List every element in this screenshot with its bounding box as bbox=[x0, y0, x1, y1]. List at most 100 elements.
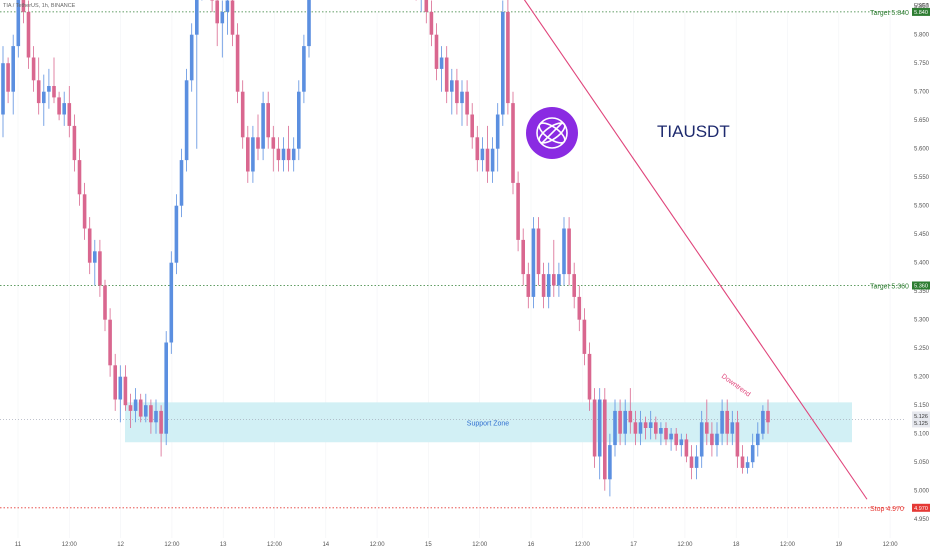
candle-body bbox=[113, 365, 117, 400]
candle bbox=[536, 217, 541, 286]
candle-body bbox=[495, 114, 500, 149]
candle bbox=[82, 182, 87, 240]
candle bbox=[618, 399, 622, 446]
price-tag-bg bbox=[912, 281, 930, 290]
downtrend-label: Downtrend bbox=[720, 373, 752, 399]
candle-body bbox=[439, 57, 444, 69]
candle-body bbox=[460, 91, 464, 104]
candle bbox=[562, 217, 566, 286]
candle bbox=[623, 399, 627, 446]
candle bbox=[511, 91, 515, 195]
candle-body bbox=[511, 103, 515, 183]
currency-label: USDT bbox=[914, 3, 930, 9]
candle bbox=[715, 422, 719, 457]
candle-body bbox=[541, 274, 546, 297]
candle-body bbox=[562, 228, 566, 275]
candle-body bbox=[57, 97, 61, 115]
candle bbox=[684, 433, 689, 463]
candle-body bbox=[52, 86, 56, 98]
candle-body bbox=[169, 262, 174, 343]
candle bbox=[766, 399, 770, 434]
candle-body bbox=[251, 137, 255, 172]
candle bbox=[6, 57, 10, 104]
candle bbox=[455, 68, 459, 115]
candle-body bbox=[6, 63, 10, 92]
y-tick-label: 5.550 bbox=[914, 175, 930, 181]
candle bbox=[582, 308, 587, 366]
candle bbox=[541, 262, 546, 309]
candle bbox=[235, 23, 240, 104]
candle-body bbox=[82, 194, 87, 229]
candle bbox=[291, 137, 296, 172]
y-tick-label: 5.350 bbox=[914, 289, 930, 295]
y-tick-label: 5.150 bbox=[914, 403, 930, 409]
candle-body bbox=[450, 80, 454, 92]
candle-body bbox=[302, 46, 306, 92]
candle bbox=[26, 0, 31, 69]
candle-body bbox=[42, 91, 46, 104]
candle bbox=[679, 433, 684, 457]
candle-body bbox=[159, 410, 163, 434]
candle bbox=[439, 46, 444, 92]
candle bbox=[164, 331, 168, 446]
level-label: Stop 4.970 bbox=[870, 506, 904, 513]
candle-body bbox=[577, 296, 582, 320]
candle bbox=[52, 57, 56, 104]
candle bbox=[47, 68, 51, 109]
x-tick-label: 18 bbox=[733, 542, 740, 548]
candle bbox=[603, 388, 607, 491]
candle-body bbox=[664, 428, 668, 440]
chart-title: TIAUSDT bbox=[657, 122, 730, 141]
y-axis: 6.4006.3506.3006.2506.2006.1506.1006.050… bbox=[914, 4, 930, 523]
candle bbox=[149, 399, 153, 434]
candle bbox=[648, 410, 653, 440]
candle-body bbox=[184, 80, 189, 161]
candle-body bbox=[465, 91, 469, 115]
candle-body bbox=[67, 103, 72, 126]
candle-body bbox=[215, 0, 219, 24]
y-tick-label: 5.450 bbox=[914, 232, 930, 238]
candle bbox=[480, 137, 485, 172]
support-zone-label: Support Zone bbox=[467, 420, 510, 427]
candle bbox=[215, 0, 219, 47]
candle-body bbox=[684, 439, 689, 457]
candle bbox=[144, 393, 148, 423]
candle bbox=[276, 137, 281, 172]
y-tick-label: 5.050 bbox=[914, 460, 930, 466]
candle bbox=[577, 285, 582, 332]
candle-body bbox=[720, 410, 724, 434]
y-tick-label: 5.850 bbox=[914, 4, 930, 10]
x-tick-label: 12:00 bbox=[267, 542, 283, 548]
candle-body bbox=[123, 376, 128, 406]
candle bbox=[271, 125, 276, 172]
current-price-tag-bg bbox=[912, 411, 930, 428]
candle-body bbox=[480, 148, 485, 161]
candle-body bbox=[766, 410, 770, 423]
candle bbox=[567, 217, 571, 286]
candle bbox=[429, 0, 434, 47]
candle-body bbox=[546, 274, 551, 297]
candle bbox=[307, 0, 311, 58]
candle bbox=[587, 342, 592, 411]
candle bbox=[689, 445, 694, 480]
candle bbox=[664, 422, 668, 446]
y-tick-label: 5.400 bbox=[914, 261, 930, 267]
candle-body bbox=[506, 11, 510, 104]
candle bbox=[420, 0, 422, 12]
downtrend-line[interactable] bbox=[304, 0, 868, 500]
candle-body bbox=[149, 405, 153, 423]
candle-body bbox=[455, 80, 459, 104]
candle-body bbox=[195, 0, 199, 35]
candle-body bbox=[77, 160, 82, 195]
candle-body bbox=[72, 125, 77, 161]
candle bbox=[1, 46, 5, 138]
candle-body bbox=[557, 274, 561, 286]
candle bbox=[210, 0, 214, 12]
candle-body bbox=[485, 148, 490, 172]
candle bbox=[31, 46, 36, 92]
candle bbox=[266, 91, 270, 149]
candle bbox=[246, 125, 250, 183]
y-tick-label: 5.700 bbox=[914, 90, 930, 96]
x-tick-label: 12:00 bbox=[780, 542, 796, 548]
